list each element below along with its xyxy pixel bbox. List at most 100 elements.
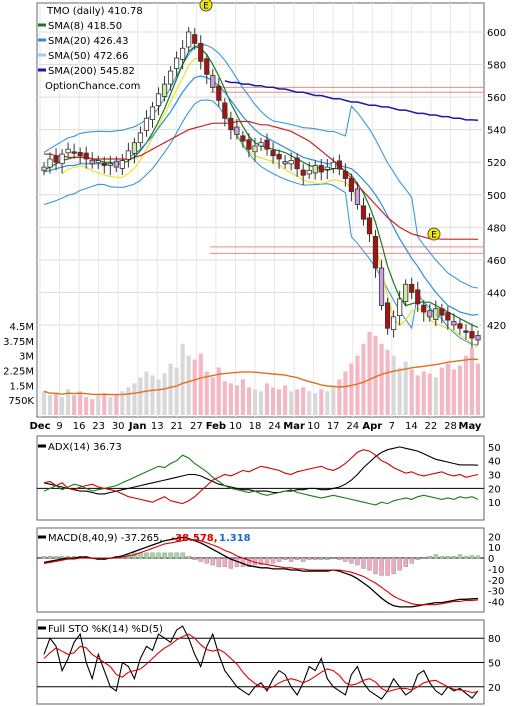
candle-body xyxy=(149,106,156,120)
macd-histogram-bar xyxy=(325,557,330,560)
site-label: OptionChance.com xyxy=(45,81,140,92)
volume-bar xyxy=(475,363,481,415)
ticker-label: TMO (daily) 410.78 xyxy=(46,6,143,17)
candle-body xyxy=(475,335,481,341)
candle-body xyxy=(348,178,355,192)
macd-histogram-bar xyxy=(415,557,420,560)
volume-bar xyxy=(445,363,450,415)
candle-body xyxy=(119,160,125,169)
candle-body xyxy=(282,161,288,165)
volume-bar xyxy=(90,399,95,415)
macd-line xyxy=(43,536,479,608)
adx-tick-label: 30 xyxy=(488,471,501,482)
volume-bar xyxy=(72,395,77,415)
volume-bar xyxy=(174,367,179,415)
volume-bar xyxy=(198,353,203,415)
macd-histogram-bar xyxy=(307,557,312,560)
volume-bar xyxy=(463,355,469,415)
macd-histogram-bar xyxy=(258,557,264,566)
macd-histogram-bar xyxy=(156,552,161,559)
macd-histogram-bar xyxy=(367,557,372,571)
volume-bar xyxy=(186,355,191,415)
macd-histogram-bar xyxy=(319,557,324,560)
price-tick-label: 460 xyxy=(487,256,506,267)
volume-tick-label: 3M xyxy=(19,352,34,363)
candle-body xyxy=(378,267,385,306)
price-tick-label: 480 xyxy=(487,223,506,234)
sto-label: Full STO %K(14) %D(5) xyxy=(48,624,163,635)
envelope-line xyxy=(61,57,479,348)
macd-histogram-bar xyxy=(385,557,390,576)
volume-bar xyxy=(397,367,402,415)
volume-bars xyxy=(41,331,481,415)
macd-histogram-bar xyxy=(337,557,342,560)
volume-bar xyxy=(114,395,119,415)
candle-body xyxy=(372,236,379,269)
macd-histogram-bar xyxy=(349,557,354,564)
volume-bar xyxy=(439,367,444,415)
sto-tick-label: 80 xyxy=(488,634,501,645)
date-tick-label: 13 xyxy=(151,421,164,432)
volume-bar xyxy=(252,389,258,415)
candle-body xyxy=(240,135,246,142)
macd-panel-frame xyxy=(36,527,485,613)
price-tick-label: 600 xyxy=(487,28,506,39)
macd-histogram-bar xyxy=(47,556,53,559)
macd-histogram-bar xyxy=(331,557,336,560)
candle-body xyxy=(300,169,306,176)
candle-body xyxy=(397,298,403,316)
macd-histogram-bar xyxy=(361,557,366,569)
adx-tick-label: 20 xyxy=(488,484,501,495)
volume-bar xyxy=(132,383,137,415)
volume-bar xyxy=(234,385,239,415)
date-tick-label: 10 xyxy=(229,421,242,432)
volume-bar xyxy=(379,343,384,415)
volume-bar xyxy=(264,383,270,415)
date-tick-label: 24 xyxy=(346,421,359,432)
date-tick-label: 27 xyxy=(190,421,203,432)
price-panel-frame xyxy=(36,2,485,418)
volume-tick-label: 2.25M xyxy=(3,366,34,377)
macd-histogram-bar xyxy=(59,556,65,559)
volume-bar xyxy=(313,393,318,415)
candle-body xyxy=(318,165,324,173)
macd-histogram-bar xyxy=(53,556,59,559)
macd-histogram-bar xyxy=(300,557,306,562)
volume-average-line xyxy=(43,358,479,396)
candle-body xyxy=(198,42,204,62)
candle-body xyxy=(445,312,451,321)
candle-body xyxy=(391,316,397,330)
volume-bar xyxy=(180,343,185,415)
candle-body xyxy=(65,148,71,154)
sto-tick-label: 50 xyxy=(488,659,501,670)
volume-bar xyxy=(120,391,125,415)
volume-bar xyxy=(319,389,324,415)
date-tick-label: 24 xyxy=(268,421,281,432)
volume-bar xyxy=(108,397,113,415)
date-tick-label: Jan xyxy=(128,421,147,432)
adx-series-line xyxy=(43,454,479,506)
date-tick-label: Dec xyxy=(29,421,50,432)
volume-bar xyxy=(144,371,149,415)
volume-bar xyxy=(367,331,372,415)
volume-bar xyxy=(301,387,306,415)
candle-body xyxy=(71,151,77,154)
price-tick-label: 440 xyxy=(487,288,506,299)
candle-body xyxy=(264,139,270,150)
candle-body xyxy=(222,102,228,119)
volume-bar xyxy=(349,363,354,415)
macd-histogram-bar xyxy=(457,554,463,559)
volume-bar xyxy=(337,379,342,415)
earnings-marker-label: E xyxy=(203,2,209,12)
candle-body xyxy=(167,70,174,85)
price-tick-label: 520 xyxy=(487,158,506,169)
volume-bar xyxy=(373,335,378,415)
date-tick-label: 16 xyxy=(73,421,86,432)
candle-body xyxy=(336,160,342,170)
adx-tick-label: 10 xyxy=(488,498,501,509)
candle-body xyxy=(306,169,312,175)
earnings-marker-feb: E xyxy=(199,0,213,12)
candle-body xyxy=(439,308,445,316)
volume-bar xyxy=(240,379,245,415)
macd-histogram-bar xyxy=(294,557,300,560)
